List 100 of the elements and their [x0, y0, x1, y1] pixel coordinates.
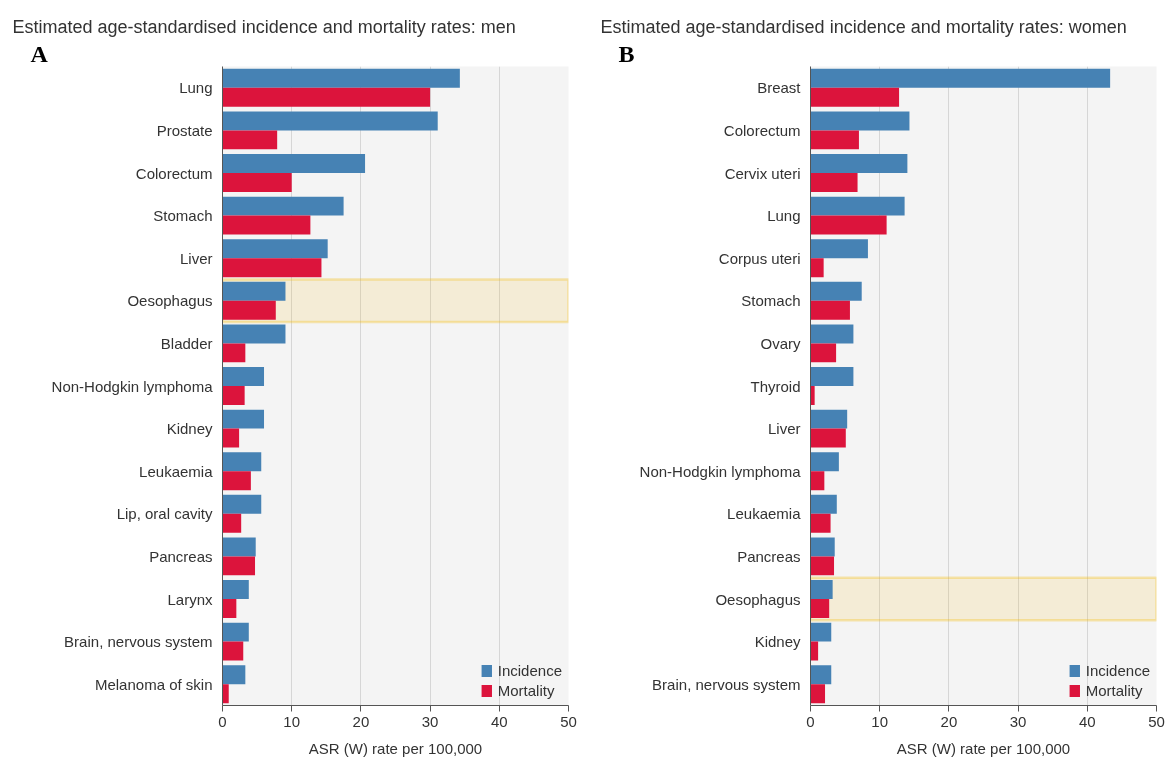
y-tick-label: Prostate	[156, 121, 213, 139]
bar	[222, 367, 265, 386]
bar	[810, 409, 848, 429]
x-axis-title: ASR (W) rate per 100,000	[308, 739, 483, 757]
bar	[222, 537, 256, 557]
text: B	[618, 40, 635, 67]
chart-title: Estimated age-standardised incidence and mortality rates: women	[600, 16, 1127, 37]
bar	[810, 258, 824, 278]
bar	[222, 196, 344, 216]
x-tick-label: 20	[352, 712, 370, 730]
bar	[222, 599, 237, 618]
bar	[810, 173, 858, 192]
bar	[222, 428, 240, 448]
bar	[222, 684, 229, 704]
bar	[222, 494, 262, 514]
bar	[222, 68, 460, 88]
y-tick-label: Leukaemia	[727, 505, 802, 523]
legend-label: Incidence	[497, 662, 562, 679]
y-tick-label: Brain, nervous system	[64, 633, 213, 651]
y-tick-label: Oesophagus	[127, 292, 213, 310]
bar	[810, 513, 831, 533]
y-tick-label: Lung	[767, 207, 801, 225]
bar	[810, 130, 859, 150]
bar	[810, 343, 837, 363]
x-tick-label: 10	[871, 712, 889, 730]
bar	[810, 239, 868, 259]
bar	[222, 173, 292, 192]
bar	[810, 428, 846, 448]
bar	[810, 622, 832, 642]
legend-label: Mortality	[1085, 682, 1143, 699]
y-tick-label: Pancreas	[149, 547, 213, 565]
y-tick-label: Larynx	[167, 590, 213, 608]
x-axis-title: ASR (W) rate per 100,000	[896, 739, 1071, 757]
bar	[222, 665, 246, 685]
bar	[222, 343, 246, 363]
y-tick-label: Liver	[767, 420, 801, 438]
y-tick-label: Oesophagus	[715, 590, 801, 608]
bar	[810, 556, 835, 576]
x-tick-label: 20	[940, 712, 958, 730]
bar	[810, 68, 1111, 88]
bar	[222, 324, 286, 344]
y-tick-label: Breast	[757, 79, 802, 97]
x-tick-label: 30	[421, 712, 439, 730]
bar	[222, 154, 366, 173]
bar	[222, 300, 276, 320]
y-tick-label: Non-Hodgkin lymphoma	[51, 377, 214, 395]
y-tick-label: Melanoma of skin	[94, 675, 213, 693]
y-tick-label: Bladder	[160, 334, 213, 352]
bar	[222, 622, 249, 642]
y-tick-label: Colorectum	[723, 121, 801, 139]
chart-title: Estimated age-standardised incidence and mortality rates: men	[12, 16, 516, 37]
bar	[810, 494, 837, 514]
x-tick-label: 0	[218, 712, 227, 730]
bar	[810, 471, 825, 491]
bar	[222, 513, 242, 533]
bar	[810, 684, 826, 704]
y-tick-label: Corpus uteri	[718, 249, 801, 267]
bar	[810, 111, 910, 131]
bar	[222, 239, 328, 259]
bar	[222, 580, 249, 599]
x-tick-label: 10	[283, 712, 301, 730]
x-tick-label: 50	[1148, 712, 1165, 730]
y-tick-label: Colorectum	[135, 164, 213, 182]
bar	[810, 215, 887, 235]
y-tick-label: Leukaemia	[139, 462, 214, 480]
bar	[810, 537, 835, 557]
bar	[222, 258, 322, 278]
x-tick-label: 40	[490, 712, 508, 730]
bar	[222, 130, 278, 150]
legend-label: Incidence	[1085, 662, 1150, 679]
bar	[222, 111, 438, 131]
y-tick-label: Thyroid	[750, 377, 801, 395]
y-tick-label: Lung	[179, 79, 213, 97]
y-tick-label: Cervix uteri	[724, 164, 801, 182]
y-tick-label: Ovary	[760, 334, 801, 352]
bar	[222, 471, 251, 491]
bar	[810, 154, 908, 173]
y-tick-label: Stomach	[153, 207, 213, 225]
y-tick-label: Liver	[179, 249, 213, 267]
y-tick-label: Stomach	[741, 292, 801, 310]
x-tick-label: 50	[560, 712, 577, 730]
bar	[222, 281, 286, 301]
bar	[810, 281, 862, 301]
bar	[810, 580, 833, 599]
y-tick-label: Brain, nervous system	[652, 675, 801, 693]
y-tick-label: Kidney	[166, 420, 213, 438]
bar	[222, 409, 265, 429]
y-tick-label: Kidney	[754, 633, 801, 651]
bar	[810, 300, 850, 320]
y-tick-label: Pancreas	[737, 547, 801, 565]
bar	[222, 87, 431, 107]
bar	[222, 641, 244, 661]
bar	[222, 386, 245, 405]
bar	[810, 665, 832, 685]
bar	[810, 87, 900, 107]
y-tick-label: Non-Hodgkin lymphoma	[639, 462, 802, 480]
bar	[810, 599, 830, 618]
text: A	[30, 40, 49, 67]
bar	[810, 324, 854, 344]
bar	[810, 367, 854, 386]
